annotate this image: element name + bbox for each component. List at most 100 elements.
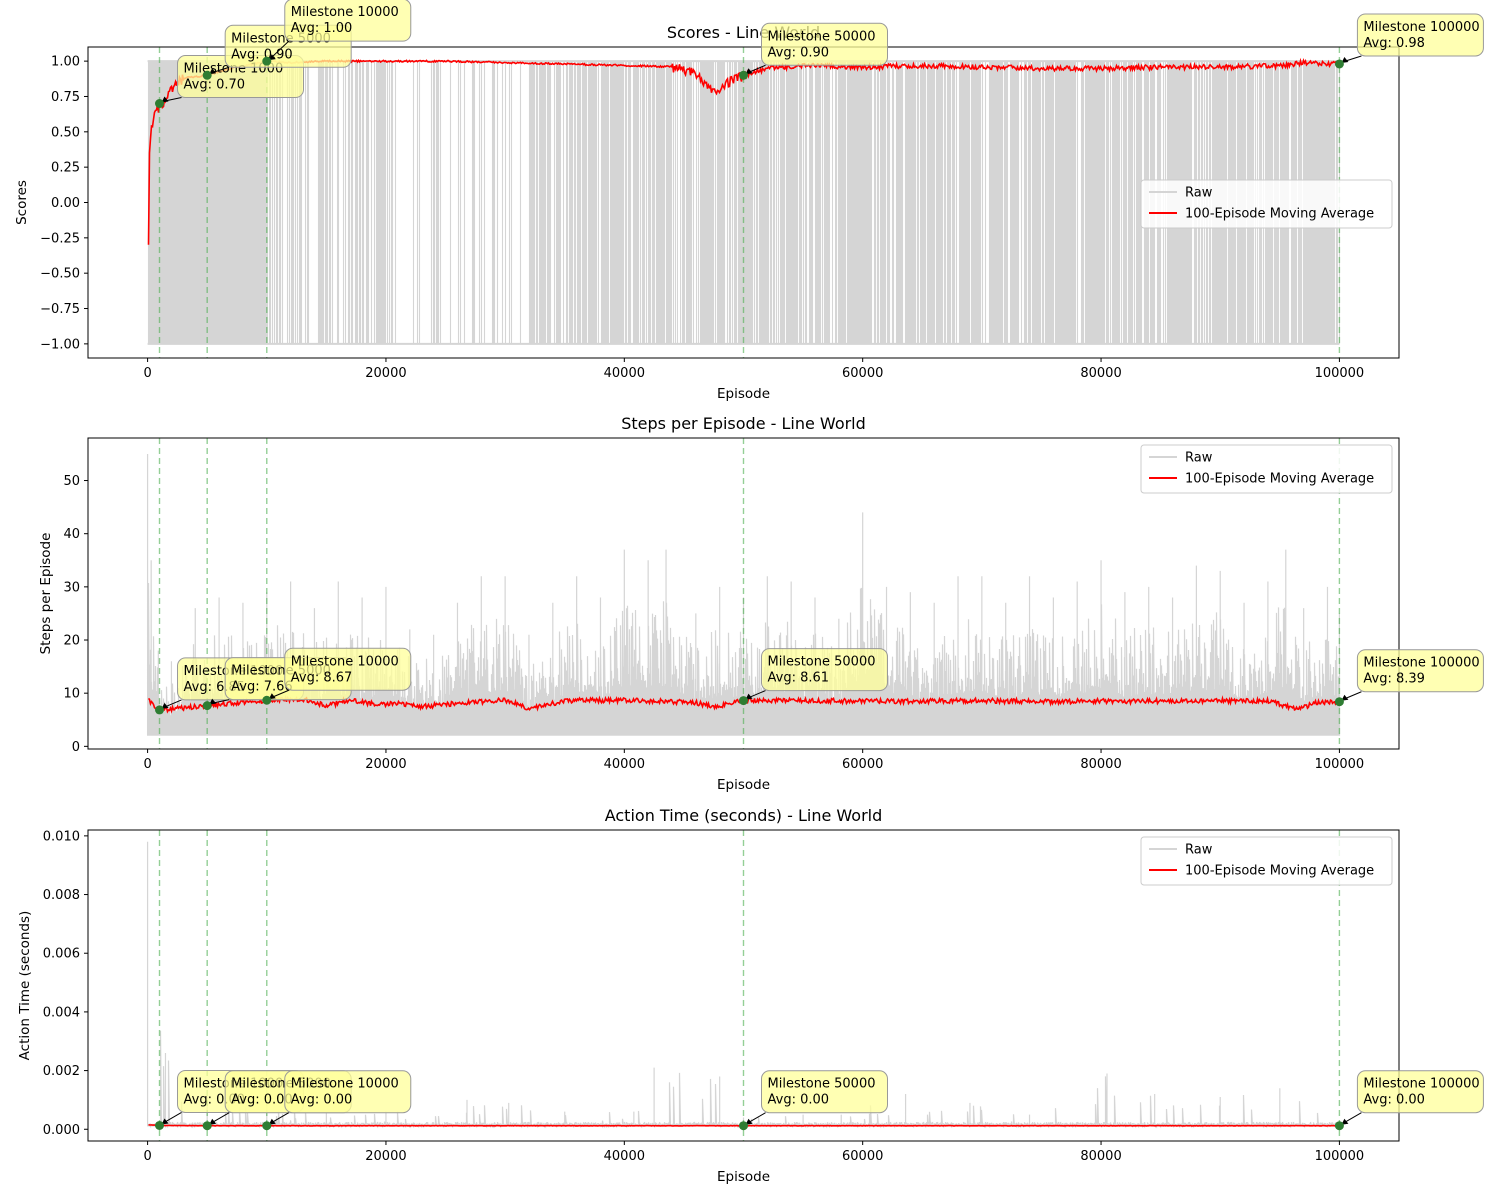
annotation-arrowhead bbox=[209, 1118, 217, 1125]
chart-3: 0 20000 40000 60000 80000 100000 0.000 0.002 0.0… bbox=[17, 806, 1484, 1185]
y-tick-label: 0.000 bbox=[43, 1123, 80, 1138]
annotation-arrowhead bbox=[161, 702, 169, 709]
milestone-marker bbox=[155, 705, 165, 715]
y-tick-label: 0.50 bbox=[51, 125, 80, 140]
milestone-marker bbox=[739, 696, 748, 706]
annotation-arrowhead bbox=[161, 96, 169, 103]
annotation-box bbox=[761, 22, 888, 66]
y-tick-label: −0.50 bbox=[40, 267, 80, 282]
y-tick-label: −0.75 bbox=[40, 302, 80, 317]
annotation-title: Milestone 50000 bbox=[768, 655, 876, 670]
legend-average-label: 100-Episode Moving Average bbox=[1185, 864, 1374, 879]
x-tick-label: 100000 bbox=[1315, 757, 1365, 772]
annotation-box bbox=[284, 647, 412, 691]
annotation-box bbox=[761, 648, 888, 692]
x-tick-label: 20000 bbox=[365, 366, 406, 381]
annotation-average: Avg: 7.66 bbox=[231, 680, 293, 695]
milestone-marker bbox=[262, 695, 272, 705]
y-tick-label: 50 bbox=[63, 474, 80, 489]
x-tick-label: 0 bbox=[143, 757, 151, 772]
y-tick-label: 0.75 bbox=[51, 90, 80, 105]
annotation-average: Avg: 0.90 bbox=[768, 45, 830, 60]
annotation-average: Avg: 1.00 bbox=[291, 21, 353, 36]
milestone-marker bbox=[1334, 59, 1344, 69]
annotation-box bbox=[284, 0, 412, 42]
annotation-title: Milestone 10000 bbox=[291, 5, 399, 20]
annotation-average: Avg: 0.00 bbox=[768, 1093, 830, 1108]
x-tick-label: 60000 bbox=[842, 1149, 883, 1164]
y-tick-label: 0.008 bbox=[43, 888, 80, 903]
annotation-average: Avg: 0.00 bbox=[1363, 1093, 1425, 1108]
x-tick-label: 60000 bbox=[842, 366, 883, 381]
y-tick-label: −0.25 bbox=[40, 231, 80, 246]
annotation-average: Avg: 8.61 bbox=[768, 671, 830, 686]
annotation-arrowhead bbox=[268, 693, 276, 700]
legend-box bbox=[1140, 836, 1393, 886]
y-tick-label: 40 bbox=[63, 527, 80, 542]
milestone-marker bbox=[262, 56, 272, 66]
legend-raw-label: Raw bbox=[1185, 451, 1213, 466]
milestone-marker bbox=[262, 1121, 272, 1131]
legend-raw-label: Raw bbox=[1185, 186, 1213, 201]
annotation-average: Avg: 0.00 bbox=[291, 1093, 353, 1108]
y-tick-label: 0.00 bbox=[51, 196, 80, 211]
milestone-marker bbox=[202, 701, 212, 711]
annotation-average: Avg: 0.98 bbox=[1363, 36, 1425, 51]
x-tick-label: 100000 bbox=[1315, 366, 1365, 381]
annotation-arrowhead bbox=[745, 68, 753, 75]
y-tick-label: 20 bbox=[63, 634, 80, 649]
y-tick-label: 0.25 bbox=[51, 161, 80, 176]
x-tick-label: 20000 bbox=[365, 757, 406, 772]
milestone-marker bbox=[155, 1120, 165, 1130]
milestone-marker bbox=[1334, 697, 1344, 707]
y-tick-label: 0.010 bbox=[43, 829, 80, 844]
annotation-title: Milestone 100000 bbox=[1363, 656, 1479, 671]
milestone-marker bbox=[1334, 1121, 1344, 1131]
milestone-marker bbox=[739, 1121, 748, 1131]
x-tick-label: 40000 bbox=[604, 757, 645, 772]
annotation-arrowhead bbox=[745, 1118, 753, 1125]
milestone-marker bbox=[202, 1121, 212, 1131]
x-tick-label: 40000 bbox=[604, 1149, 645, 1164]
legend-average-label: 100-Episode Moving Average bbox=[1185, 207, 1374, 222]
x-axis-label: Episode bbox=[717, 386, 770, 402]
legend: Raw 100-Episode Moving Average bbox=[1140, 444, 1393, 494]
annotation-average: Avg: 0.90 bbox=[231, 47, 293, 62]
milestone-marker bbox=[202, 70, 212, 80]
annotation-title: Milestone 50000 bbox=[768, 29, 876, 44]
y-tick-label: 0.004 bbox=[43, 1005, 80, 1020]
milestone-marker bbox=[739, 70, 748, 80]
x-tick-label: 0 bbox=[143, 366, 151, 381]
chart-2: 0 20000 40000 60000 80000 100000 0 10 20 30 40 50 Ep… bbox=[38, 414, 1484, 793]
x-axis-label: Episode bbox=[717, 1169, 770, 1185]
annotation-title: Milestone 10000 bbox=[291, 1077, 399, 1092]
chart-title: Steps per Episode - Line World bbox=[621, 414, 866, 433]
y-axis-label: Steps per Episode bbox=[38, 533, 54, 655]
x-tick-label: 80000 bbox=[1080, 757, 1121, 772]
x-tick-label: 0 bbox=[143, 1149, 151, 1164]
annotation-arrowhead bbox=[161, 1118, 169, 1125]
annotation-arrowhead bbox=[268, 1118, 276, 1125]
annotation-title: Milestone 100000 bbox=[1363, 20, 1479, 35]
annotation-box bbox=[284, 1070, 412, 1114]
annotation-average: Avg: 8.39 bbox=[1363, 672, 1425, 687]
annotation-average: Avg: 0.00 bbox=[231, 1093, 293, 1108]
annotation-arrowhead bbox=[1341, 694, 1349, 701]
legend-box bbox=[1140, 179, 1393, 229]
y-tick-label: 30 bbox=[63, 580, 80, 595]
legend-raw-label: Raw bbox=[1185, 843, 1213, 858]
x-tick-label: 80000 bbox=[1080, 366, 1121, 381]
annotation-arrowhead bbox=[1341, 56, 1349, 63]
annotation-box bbox=[1356, 649, 1484, 693]
annotation-arrowhead bbox=[745, 693, 753, 700]
